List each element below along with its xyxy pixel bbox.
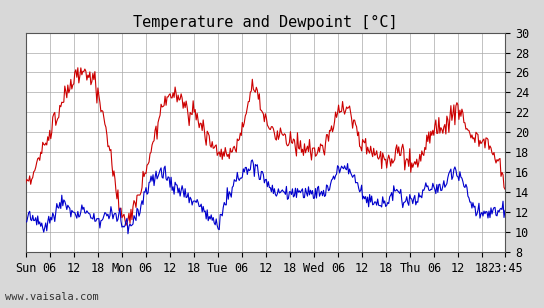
Text: www.vaisala.com: www.vaisala.com xyxy=(5,292,99,302)
Title: Temperature and Dewpoint [°C]: Temperature and Dewpoint [°C] xyxy=(133,15,398,30)
